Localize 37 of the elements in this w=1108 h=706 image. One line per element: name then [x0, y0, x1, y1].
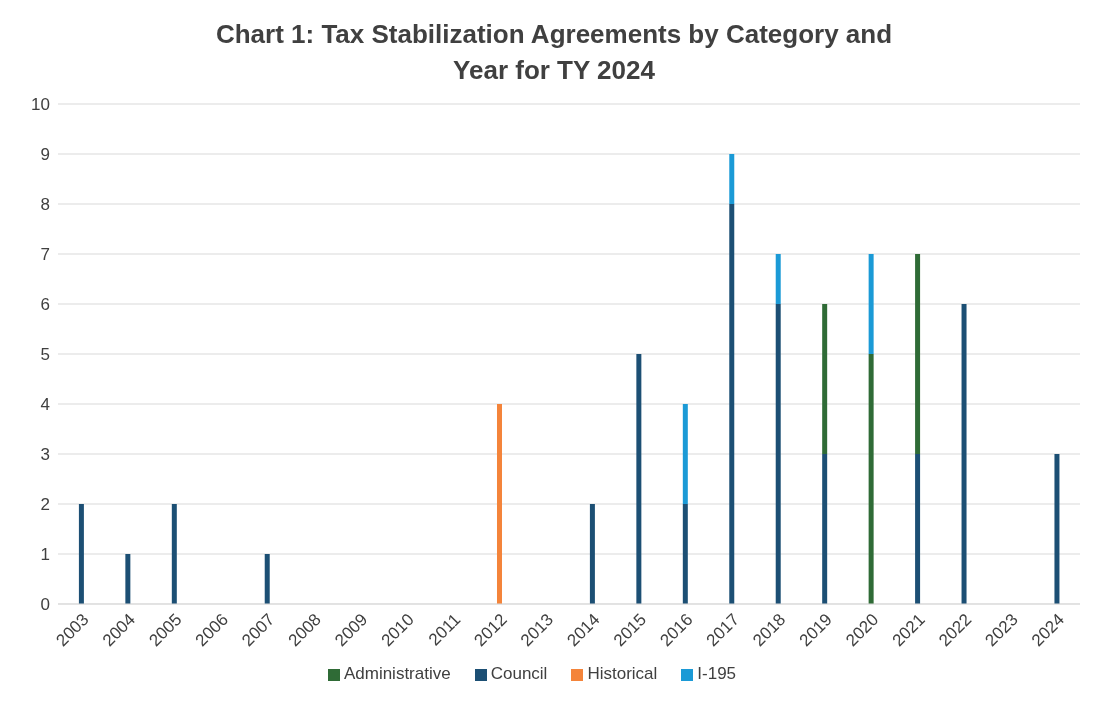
chart-title: Chart 1: Tax Stabilization Agreements by Category and Year for TY 2024: [214, 18, 894, 87]
bar: [915, 454, 921, 604]
y-tick-label: 0: [40, 595, 50, 615]
y-tick-label: 9: [40, 145, 50, 165]
bar: [868, 354, 874, 604]
y-tick-label: 5: [40, 345, 50, 365]
legend-label: I-195: [697, 664, 737, 683]
bar: [497, 404, 502, 604]
bar: [729, 154, 735, 204]
y-tick-label: 1: [40, 545, 50, 565]
bar: [775, 304, 781, 604]
y-tick-label: 2: [40, 495, 50, 515]
bar: [636, 354, 642, 604]
y-tick-label: 6: [40, 295, 50, 315]
bar: [822, 454, 828, 604]
legend-label: Administrative: [343, 664, 451, 683]
bar: [171, 504, 177, 604]
y-tick-label: 7: [40, 245, 50, 265]
bar: [682, 504, 688, 604]
bar: [78, 504, 84, 604]
legend-label: Council: [490, 664, 548, 683]
bar: [915, 254, 921, 454]
bar: [729, 204, 735, 604]
y-tick-label: 3: [40, 445, 50, 465]
bar: [868, 254, 874, 354]
y-tick-label: 10: [31, 95, 50, 115]
legend-label: Historical: [587, 664, 658, 683]
bar: [822, 304, 828, 454]
bar: [775, 254, 781, 304]
bar: [589, 504, 595, 604]
bar: [125, 554, 131, 604]
bar: [1054, 454, 1060, 604]
bar: [682, 404, 688, 504]
bar: [961, 304, 967, 604]
bar: [264, 554, 270, 604]
y-tick-label: 4: [40, 395, 50, 415]
y-tick-label: 8: [40, 195, 50, 215]
